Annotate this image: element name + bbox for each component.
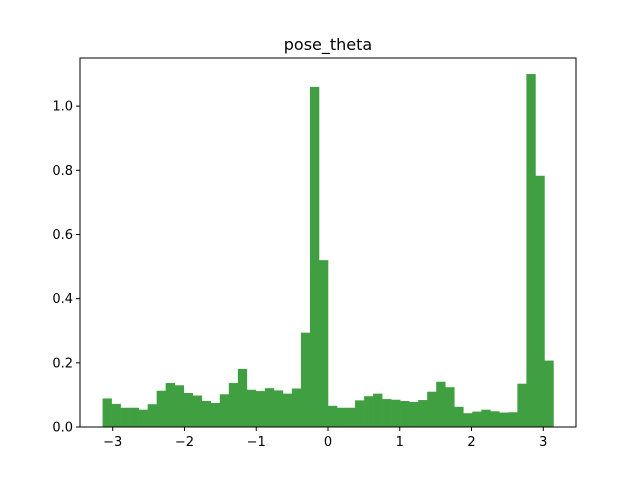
histogram-bar (418, 400, 428, 427)
histogram-bar (237, 368, 248, 427)
histogram-bar (300, 332, 311, 427)
histogram-bar (526, 74, 536, 427)
histogram-bar (490, 411, 500, 427)
histogram-bar (436, 381, 446, 427)
histogram-bar (328, 405, 338, 427)
histogram-bar (165, 383, 175, 427)
histogram-bar (228, 383, 239, 427)
y-tick-label: 0.2 (52, 356, 73, 371)
x-tick-label: −2 (175, 435, 194, 450)
histogram-bar (192, 395, 203, 427)
histogram-bar (391, 399, 401, 427)
histogram-bar (174, 385, 185, 427)
histogram-bar (544, 360, 554, 427)
histogram-bar (463, 413, 473, 427)
histogram-bar (535, 175, 545, 427)
histogram-bar (111, 403, 121, 427)
histogram-bar (255, 391, 266, 427)
histogram-bar (120, 407, 130, 427)
x-tick-label: 1 (396, 435, 404, 450)
x-tick-label: −3 (103, 435, 122, 450)
histogram-bar (219, 394, 230, 427)
histogram-bar (337, 407, 347, 427)
histogram-bar (364, 396, 374, 427)
x-axis-ticks: −3 −2 −1 0 1 2 3 (103, 427, 547, 450)
chart-title: pose_theta (284, 35, 372, 55)
histogram-bar (201, 401, 212, 427)
y-tick-label: 1.0 (52, 100, 73, 115)
y-tick-label: 0.6 (52, 228, 73, 243)
histogram-bar (400, 401, 410, 427)
histogram-bar (309, 86, 320, 427)
y-axis-ticks: 0.0 0.2 0.4 0.6 0.8 1.0 (52, 100, 80, 436)
x-tick-label: −1 (247, 435, 266, 450)
y-tick-label: 0.8 (52, 164, 73, 179)
histogram-bar (382, 399, 392, 427)
histogram-bar (445, 387, 455, 427)
histogram-bar (427, 391, 437, 427)
y-tick-label: 0.0 (52, 421, 73, 436)
histogram-bar (355, 400, 365, 427)
histogram-bar (472, 411, 482, 427)
histogram-bar (210, 402, 221, 427)
histogram-bars (102, 74, 554, 427)
y-tick-label: 0.4 (52, 292, 73, 307)
histogram-bar (129, 407, 139, 427)
histogram-bar (183, 392, 194, 427)
histogram-bar (499, 412, 509, 427)
histogram-bar (291, 388, 302, 427)
histogram-bar (102, 398, 112, 427)
histogram-bar (454, 406, 464, 427)
histogram-bar (138, 409, 148, 427)
histogram-bar (318, 260, 329, 427)
histogram-bar (481, 409, 491, 427)
histogram-bar (346, 407, 356, 427)
histogram-bar (246, 389, 257, 427)
x-tick-label: 0 (324, 435, 332, 450)
x-tick-label: 3 (539, 435, 547, 450)
histogram-bar (147, 404, 157, 427)
histogram-bar (409, 401, 419, 427)
x-tick-label: 2 (467, 435, 475, 450)
histogram-bar (156, 390, 166, 427)
histogram-bar (273, 390, 284, 427)
histogram-bar (264, 388, 275, 427)
histogram-bar (517, 383, 527, 427)
histogram-bar (508, 412, 518, 427)
histogram-bar (373, 393, 383, 427)
histogram-bar (282, 393, 293, 427)
